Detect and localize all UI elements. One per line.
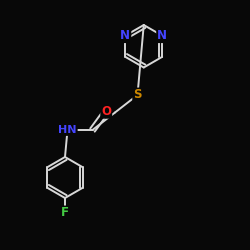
Text: S: S (133, 88, 142, 102)
Text: HN: HN (58, 125, 77, 135)
Text: N: N (157, 29, 167, 42)
Text: O: O (101, 105, 111, 118)
Text: F: F (61, 206, 69, 220)
Text: N: N (120, 29, 130, 42)
